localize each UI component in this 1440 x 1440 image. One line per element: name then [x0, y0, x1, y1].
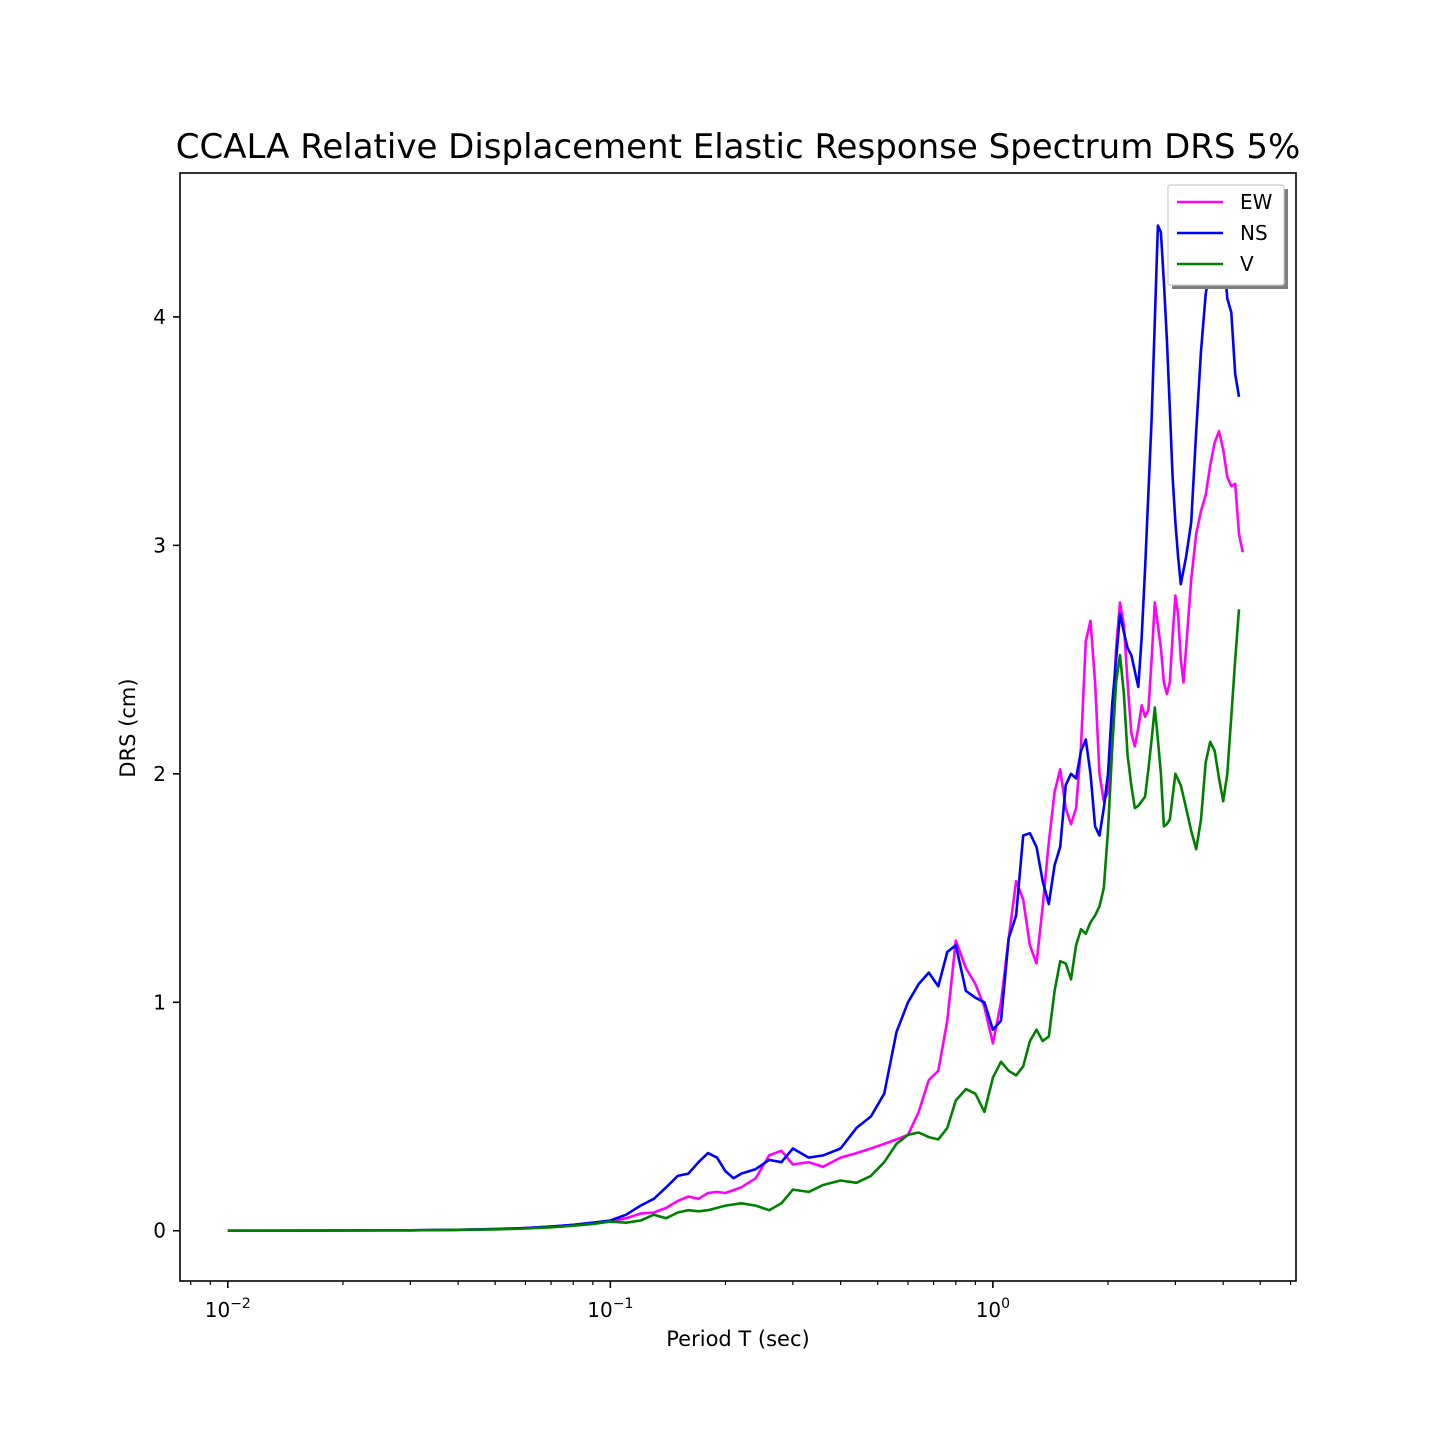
y-axis: 0 1 2 3 4 [153, 305, 180, 1243]
y-tick-label: 4 [153, 305, 166, 329]
legend: EW NS V [1167, 184, 1288, 289]
x-tick-label: 10−2 [205, 1296, 251, 1322]
y-tick-label: 3 [153, 533, 166, 557]
y-tick-label: 1 [153, 990, 166, 1014]
legend-box [1167, 184, 1285, 286]
x-tick-label: 10−1 [587, 1296, 633, 1322]
plot-frame [179, 172, 1297, 1282]
y-axis-label: DRS (cm) [116, 678, 140, 777]
series-line-ew [227, 429, 1245, 1232]
series-line-ns [227, 224, 1241, 1232]
y-tick-label: 0 [153, 1219, 166, 1243]
legend-label-v: V [1240, 252, 1254, 276]
series-line-v [227, 609, 1241, 1232]
x-axis: 10−2 10−1 100 [190, 1281, 1292, 1322]
y-tick-label: 2 [153, 762, 166, 786]
legend-label-ns: NS [1240, 221, 1268, 245]
x-tick-label: 100 [976, 1296, 1010, 1322]
legend-label-ew: EW [1240, 190, 1273, 214]
plot-area [227, 224, 1245, 1232]
x-axis-label: Period T (sec) [666, 1327, 809, 1351]
chart-title: CCALA Relative Displacement Elastic Resp… [176, 127, 1301, 167]
